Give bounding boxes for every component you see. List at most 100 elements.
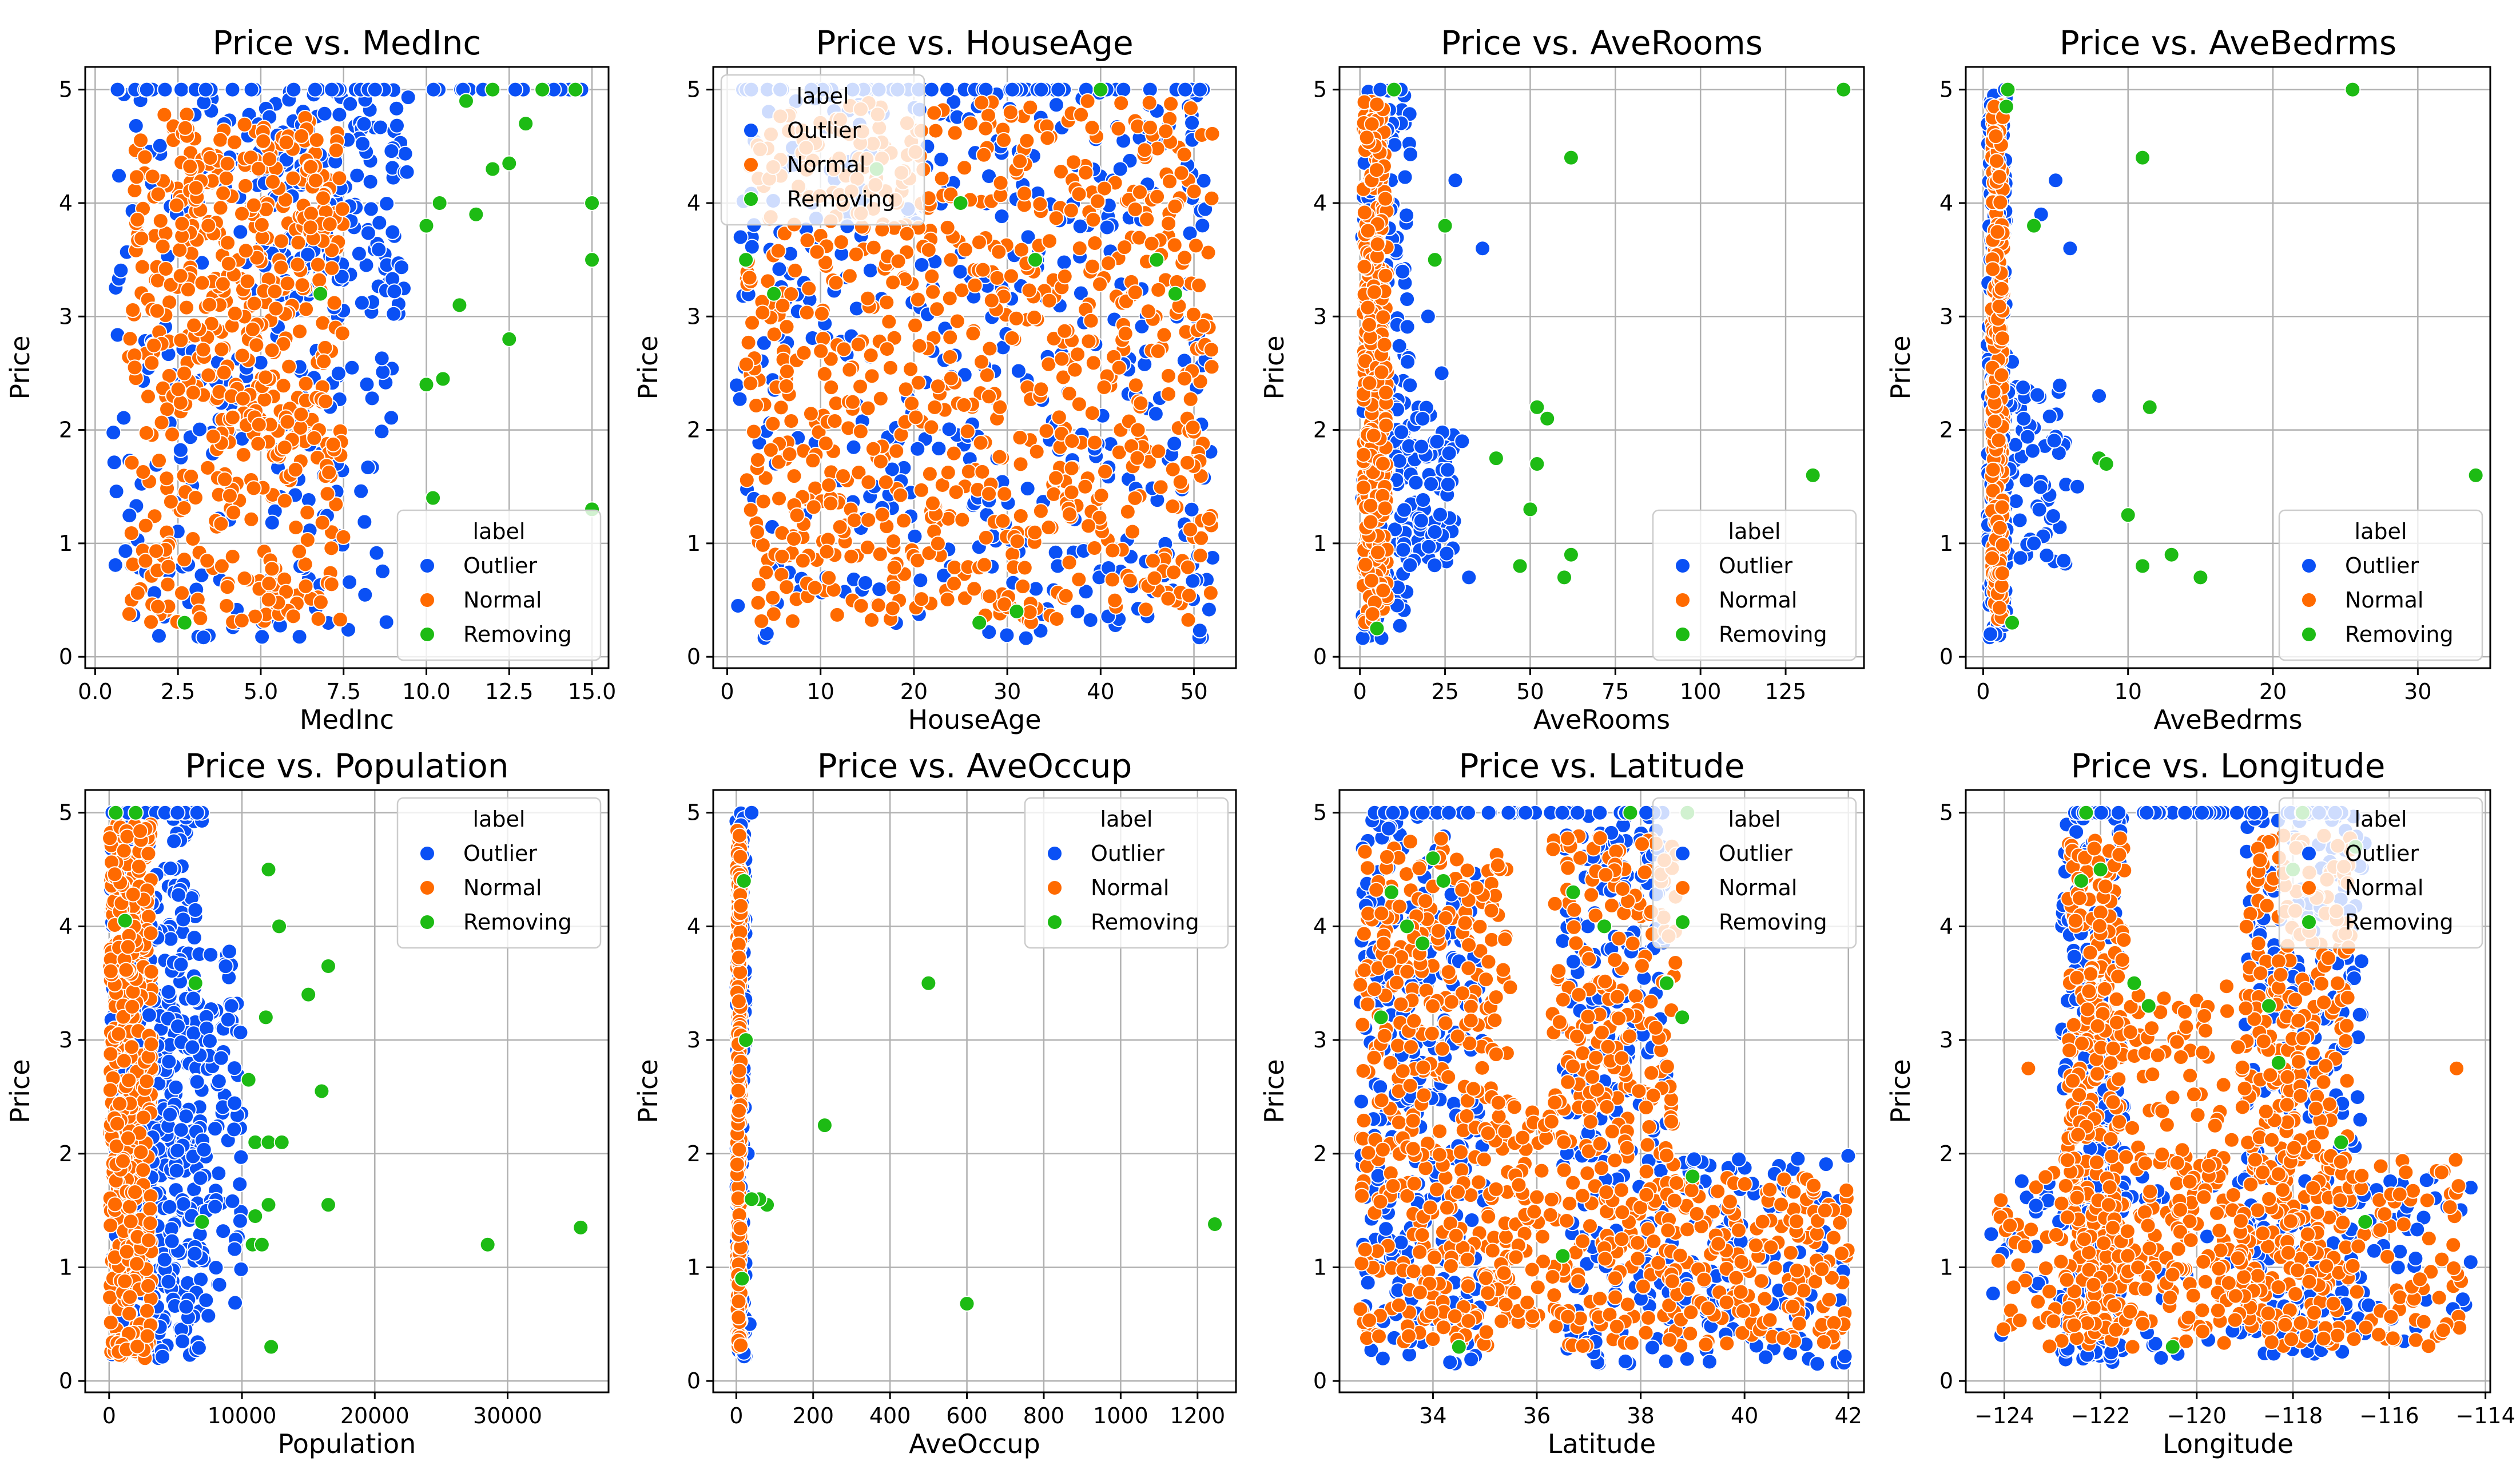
- point-removing: [1426, 252, 1443, 268]
- point-normal: [1073, 106, 1090, 123]
- point-outlier: [1432, 506, 1449, 523]
- point-normal: [308, 132, 325, 148]
- point-outlier: [316, 105, 333, 122]
- point-normal: [765, 606, 782, 622]
- point-normal: [125, 886, 141, 903]
- point-outlier: [185, 990, 201, 1007]
- point-normal: [257, 369, 274, 386]
- point-normal: [294, 277, 311, 293]
- point-outlier: [1397, 169, 1413, 185]
- point-normal: [200, 367, 217, 383]
- point-normal: [192, 610, 209, 626]
- point-outlier: [220, 1011, 236, 1028]
- point-normal: [852, 423, 869, 440]
- point-outlier: [372, 119, 389, 136]
- point-normal: [960, 463, 977, 480]
- point-normal: [865, 239, 882, 256]
- point-outlier: [178, 1108, 194, 1125]
- point-outlier: [360, 225, 376, 241]
- point-removing: [2163, 546, 2180, 563]
- point-normal: [778, 363, 795, 380]
- point-normal: [213, 558, 230, 574]
- point-normal: [1055, 369, 1071, 386]
- point-removing: [273, 1134, 290, 1150]
- point-removing: [952, 194, 969, 211]
- point-normal: [237, 243, 254, 259]
- point-outlier: [264, 514, 280, 531]
- point-removing: [518, 116, 534, 132]
- point-normal: [276, 439, 293, 456]
- point-normal: [890, 253, 907, 269]
- point-normal: [1041, 233, 1058, 249]
- point-normal: [1077, 478, 1094, 495]
- point-outlier: [2024, 443, 2041, 459]
- point-normal: [307, 172, 324, 189]
- legend-label-removing: Removing: [2345, 622, 2454, 647]
- chart-title: Price vs. MedInc: [213, 23, 482, 62]
- point-normal: [926, 105, 943, 121]
- point-outlier: [330, 365, 347, 382]
- point-normal: [904, 395, 920, 412]
- point-normal: [909, 291, 926, 308]
- point-normal: [135, 1162, 152, 1178]
- x-tick-label: 15.0: [568, 679, 617, 704]
- point-outlier: [1134, 318, 1150, 335]
- point-outlier: [384, 224, 401, 240]
- point-normal: [168, 197, 185, 213]
- point-outlier: [169, 1142, 186, 1159]
- point-normal: [992, 399, 1008, 415]
- point-normal: [821, 477, 837, 494]
- point-normal: [143, 1036, 160, 1053]
- point-normal: [120, 939, 136, 955]
- point-normal: [844, 394, 861, 410]
- point-outlier: [2029, 387, 2046, 403]
- point-normal: [954, 511, 971, 528]
- point-normal: [1162, 173, 1178, 190]
- point-outlier: [1426, 557, 1443, 574]
- point-normal: [1374, 455, 1391, 472]
- point-removing: [187, 975, 204, 991]
- point-normal: [287, 462, 304, 478]
- point-outlier: [2026, 535, 2042, 551]
- point-outlier: [213, 1050, 229, 1066]
- point-normal: [1026, 309, 1043, 325]
- point-outlier: [344, 359, 360, 376]
- point-normal: [1203, 359, 1220, 375]
- point-outlier: [174, 1333, 191, 1349]
- legend-marker-normal: [1675, 592, 1691, 608]
- y-tick-label: 4: [59, 190, 73, 216]
- point-normal: [1063, 203, 1079, 219]
- point-outlier: [1020, 229, 1036, 245]
- chart-title: Price vs. AveRooms: [1441, 23, 1763, 62]
- point-normal: [112, 1095, 128, 1112]
- point-normal: [135, 463, 152, 480]
- point-normal: [773, 399, 789, 416]
- point-normal: [226, 305, 243, 322]
- point-removing: [2344, 81, 2361, 98]
- point-outlier: [141, 1007, 157, 1023]
- point-normal: [1019, 133, 1035, 149]
- point-normal: [1377, 267, 1394, 284]
- point-outlier: [226, 1241, 243, 1257]
- point-normal: [1086, 434, 1103, 451]
- point-outlier: [1201, 601, 1217, 618]
- point-normal: [965, 325, 981, 342]
- point-normal: [310, 610, 327, 627]
- point-removing: [320, 1197, 336, 1213]
- legend-marker-removing: [419, 626, 435, 642]
- legend-marker-normal: [2301, 592, 2317, 608]
- point-normal: [884, 600, 901, 617]
- point-normal: [235, 447, 252, 463]
- point-normal: [164, 426, 181, 443]
- y-tick-label: 2: [59, 1141, 73, 1166]
- point-normal: [1039, 130, 1056, 146]
- point-outlier: [999, 627, 1015, 644]
- point-normal: [142, 1215, 158, 1232]
- point-normal: [1172, 474, 1189, 490]
- point-normal: [940, 464, 956, 481]
- point-normal: [892, 487, 909, 503]
- point-normal: [740, 334, 757, 351]
- point-normal: [796, 344, 812, 361]
- point-normal: [102, 1082, 118, 1098]
- point-outlier: [356, 514, 373, 530]
